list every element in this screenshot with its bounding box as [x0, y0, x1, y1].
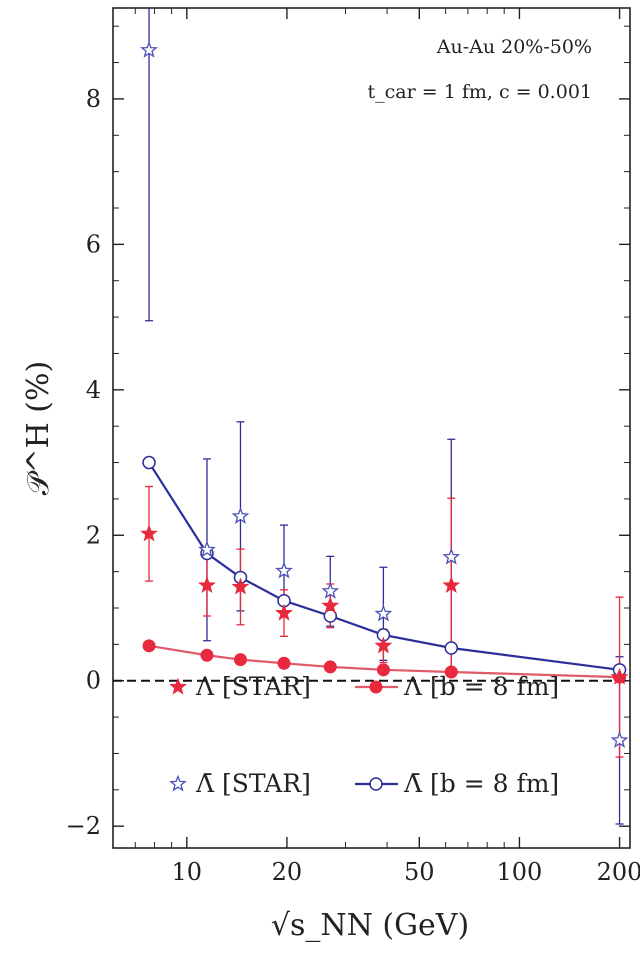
x-axis-title: √s_NN (GeV)	[271, 908, 469, 943]
lambda-model-point	[233, 653, 247, 667]
lambda-model-point	[376, 663, 390, 677]
lambda-model-point	[200, 648, 214, 662]
antilambda-star-point	[374, 604, 393, 622]
annotation-params: t_car = 1 fm, c = 0.001	[368, 81, 592, 103]
legend-label-lambda-model: Λ [b = 8 fm]	[403, 672, 559, 701]
legend-item-antilambda-star: Λ̄ [STAR]	[169, 769, 311, 798]
antilambda-model-point	[142, 455, 156, 470]
antilambda-model-line	[148, 461, 620, 671]
legend-item-lambda-model: Λ [b = 8 fm]	[355, 672, 559, 701]
lambda-star-point	[610, 667, 629, 685]
legend-star-open	[169, 774, 187, 792]
ticks-layer: −2 0 2 4 6 8 10 20 50 100 200	[66, 8, 640, 886]
lambda-model-point	[277, 656, 291, 670]
lambda-model-point	[142, 639, 156, 653]
legend-label-lambda-star: Λ [STAR]	[195, 672, 311, 701]
antilambda-star-point	[140, 40, 158, 58]
antilambda-star-errorbars	[145, 8, 624, 825]
y-tick-label: 8	[86, 85, 101, 113]
antilambda-star-point	[321, 581, 340, 599]
legend-symbol-antilambda-star	[169, 774, 187, 792]
lambda-model-point	[444, 665, 458, 679]
y-tick-label: 0	[86, 667, 101, 695]
x-tick-label: 10	[172, 858, 203, 886]
antilambda-star-point	[442, 547, 461, 565]
antilambda-star-point	[610, 731, 629, 748]
lambda-star-point	[374, 636, 393, 654]
antilambda-model-point	[323, 609, 338, 623]
plot-frame	[112, 7, 631, 849]
x-tick-label: 20	[272, 858, 303, 886]
legend-star-filled	[169, 677, 187, 695]
legend-dot-filled	[369, 680, 383, 694]
annotation-system: Au-Au 20%-50%	[436, 36, 592, 58]
legend-symbol-lambda-star	[169, 677, 187, 695]
legend-dot-open	[369, 777, 383, 791]
y-tick-label: −2	[66, 812, 101, 840]
y-tick-label: 4	[86, 376, 101, 404]
antilambda-star-point	[198, 540, 216, 558]
lambda-star-point	[140, 524, 158, 542]
x-tick-label: 50	[404, 858, 435, 886]
lambda-star-errorbars	[145, 485, 624, 758]
legend-symbol-antilambda-model	[355, 777, 398, 791]
lambda-star-point	[275, 603, 293, 621]
legend-symbol-lambda-model	[355, 680, 398, 694]
lambda-star-point	[321, 596, 340, 614]
lambda-star-point	[231, 577, 250, 595]
lambda-model-point	[323, 660, 337, 674]
series-layer	[140, 8, 629, 825]
antilambda-star-point	[275, 561, 293, 579]
antilambda-star-point	[231, 507, 250, 524]
y-axis-title: 𝒫^H (%)	[21, 361, 56, 495]
lambda-star-point	[198, 576, 216, 594]
antilambda-model-point	[444, 641, 459, 655]
y-tick-label: 2	[86, 521, 101, 549]
legend-label-antilambda-model: Λ̄ [b = 8 fm]	[403, 769, 559, 798]
lambda-star-point	[442, 576, 461, 594]
x-tick-label: 200	[597, 858, 640, 886]
y-tick-label: 6	[86, 230, 101, 258]
x-tick-label: 100	[497, 858, 543, 886]
legend-item-antilambda-model: Λ̄ [b = 8 fm]	[355, 769, 559, 798]
legend-item-lambda-star: Λ [STAR]	[169, 672, 311, 701]
legend-label-antilambda-star: Λ̄ [STAR]	[195, 769, 311, 798]
legend: Λ [STAR] Λ̄ [STAR] Λ [b = 8 fm] Λ̄ [b = …	[169, 672, 559, 798]
